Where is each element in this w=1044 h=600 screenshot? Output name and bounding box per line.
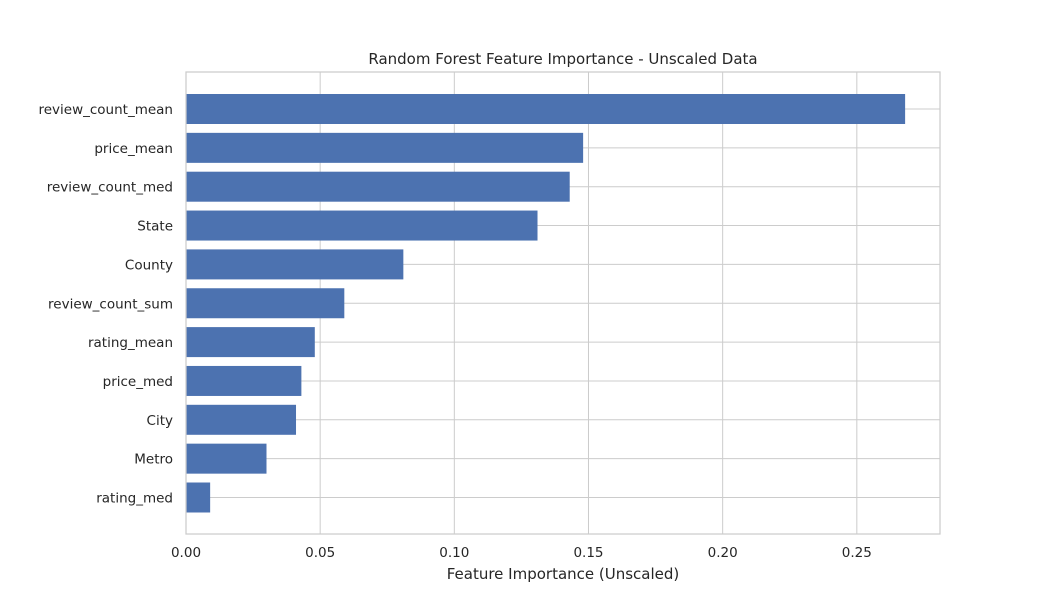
y-tick-label: State	[137, 219, 173, 235]
bar-review_count_med	[186, 171, 570, 202]
bar-price_mean	[186, 132, 584, 163]
y-tick-label: rating_mean	[88, 335, 173, 351]
x-tick-label: 0.10	[439, 545, 469, 561]
x-tick-label: 0.15	[573, 545, 603, 561]
y-tick-label: review_count_sum	[48, 296, 173, 312]
y-tick-labels: review_count_mean price_mean review_count_…	[38, 102, 173, 507]
chart-title: Random Forest Feature Importance - Unsca…	[368, 50, 757, 68]
bar-rating_med	[186, 482, 211, 513]
y-tick-label: price_mean	[94, 141, 173, 157]
x-tick-label: 0.25	[842, 545, 872, 561]
x-tick-label: 0.20	[708, 545, 738, 561]
y-tick-label: County	[125, 257, 173, 273]
bar-review_count_sum	[186, 288, 345, 319]
y-tick-label: price_med	[103, 374, 173, 390]
bar-review_count_mean	[186, 94, 906, 124]
bar-price_med	[186, 365, 302, 396]
bar-State	[186, 210, 538, 241]
y-tick-label: Metro	[134, 452, 173, 468]
x-tick-labels: 0.00 0.05 0.10 0.15 0.20 0.25	[171, 545, 872, 561]
plot-frame	[185, 71, 941, 535]
bar-City	[186, 404, 297, 435]
bar-County	[186, 249, 404, 280]
x-tick-label: 0.00	[171, 545, 201, 561]
x-tick-label: 0.05	[305, 545, 335, 561]
bars-layer	[186, 94, 906, 513]
y-tick-label: review_count_med	[47, 180, 173, 196]
x-axis-label: Feature Importance (Unscaled)	[447, 565, 680, 583]
bar-Metro	[186, 443, 267, 474]
y-tick-label: review_count_mean	[38, 102, 173, 118]
bar-rating_mean	[186, 327, 315, 358]
y-tick-label: rating_med	[96, 491, 173, 507]
y-tick-label: City	[147, 413, 173, 429]
